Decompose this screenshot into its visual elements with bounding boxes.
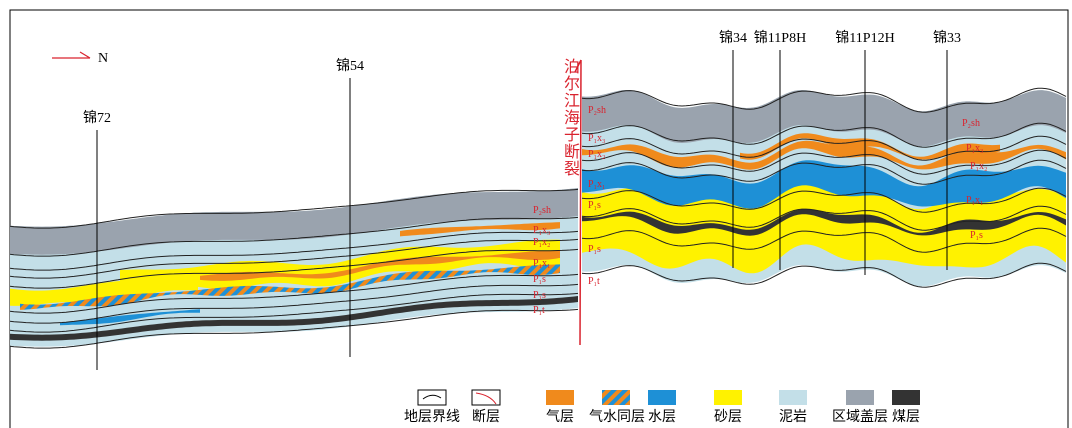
well-label: 锦54: [336, 57, 364, 74]
legend-label: 气层: [546, 409, 574, 425]
formation-label: P₁t: [588, 276, 600, 287]
legend-swatch: [475, 392, 497, 405]
formation-label: P₂sh: [962, 118, 980, 129]
legend-swatch: [892, 390, 920, 405]
legend-swatch: [648, 390, 676, 405]
legend-label: 砂层: [714, 409, 742, 425]
strata-boundary: [581, 159, 1067, 185]
formation-label: P₁t: [533, 305, 545, 316]
strata-boundary: [9, 292, 579, 333]
cap-rock: [10, 188, 578, 255]
legend-label: 气水同层: [589, 409, 645, 425]
cap-rock: [582, 90, 1066, 147]
legend-label: 泥岩: [779, 409, 807, 425]
formation-label: P₁x₃: [588, 133, 606, 144]
formation-label: P₂sh: [533, 205, 551, 216]
gas-layer: [582, 140, 1066, 170]
fault: [574, 59, 582, 346]
frame: [9, 9, 1069, 428]
formation-label: P₁x₂: [588, 149, 606, 160]
formation-label: P₁x₂: [970, 161, 988, 172]
formation-label: P₁s: [588, 244, 601, 255]
strata: [9, 87, 1067, 349]
water-layer: [60, 309, 200, 326]
well-label: 锦11P8H: [754, 29, 806, 46]
legend-swatch: [602, 390, 630, 405]
formation-label: P₁s: [588, 200, 601, 211]
well-label: 锦33: [933, 29, 961, 46]
well-label: 锦72: [83, 109, 111, 126]
gas-layer: [400, 222, 560, 237]
legend-swatch: [714, 390, 742, 405]
formation-label: P₁s: [533, 274, 546, 285]
legend-label: 水层: [648, 409, 676, 425]
north-arrow: [52, 51, 91, 59]
legend-swatch: [546, 390, 574, 405]
fault-label: 泊尔江海子断裂: [561, 58, 578, 177]
strata-boundary: [9, 188, 579, 229]
formation-label: P₁x₁: [588, 179, 606, 190]
formation-label: P₁x₂: [533, 237, 551, 248]
legend-label: 煤层: [892, 409, 920, 425]
strata-boundary: [581, 227, 1067, 253]
formation-label: P₁x₃: [533, 225, 551, 236]
strata-boundary: [9, 283, 579, 324]
gas-layer: [740, 133, 1000, 160]
legend-swatch: [779, 390, 807, 405]
legend: 地层界线 断层 气层 气水同层 水层 砂层 泥岩 区域盖层 煤层: [404, 389, 920, 425]
sandstone: [582, 183, 1066, 274]
formation-label: P₁s: [533, 290, 546, 301]
north-label: N: [98, 51, 108, 66]
legend-label: 地层界线: [404, 409, 460, 425]
formation-label: P₁x₃: [966, 143, 984, 154]
strata-boundary: [9, 308, 579, 349]
strata-boundary: [9, 216, 579, 257]
formation-label: P₂sh: [588, 105, 606, 116]
formation-label: P₁x₁: [966, 195, 984, 206]
legend-swatch: [417, 389, 447, 406]
coal-seam: [582, 209, 1066, 236]
water-layer: [582, 160, 1066, 209]
formation-label: P₁x₁: [533, 258, 551, 269]
strata-boundary: [581, 187, 1067, 213]
strata-boundary: [581, 149, 1067, 175]
well-label: 锦34: [719, 29, 747, 46]
legend-swatch: [471, 389, 501, 406]
sandstone: [10, 276, 198, 306]
strata-boundary: [9, 230, 579, 271]
legend-label: 断层: [472, 409, 500, 425]
strata-boundary: [581, 205, 1067, 231]
strata-boundary: [9, 238, 579, 279]
gas-water-layer: [20, 264, 560, 310]
legend-label: 区域盖层: [832, 409, 888, 425]
strata-boundary: [581, 122, 1067, 148]
coal-seam: [10, 296, 578, 341]
legend-swatch: [422, 394, 442, 400]
strata-boundary: [9, 248, 579, 289]
strata-boundary: [581, 135, 1067, 161]
gas-layer: [200, 250, 560, 281]
formation-label: P₁s: [970, 230, 983, 241]
strata-boundary: [581, 87, 1067, 113]
strata-boundary: [581, 262, 1067, 288]
legend-swatch: [846, 390, 874, 405]
strata-boundary: [9, 273, 579, 314]
well-label: 锦11P12H: [835, 29, 894, 46]
